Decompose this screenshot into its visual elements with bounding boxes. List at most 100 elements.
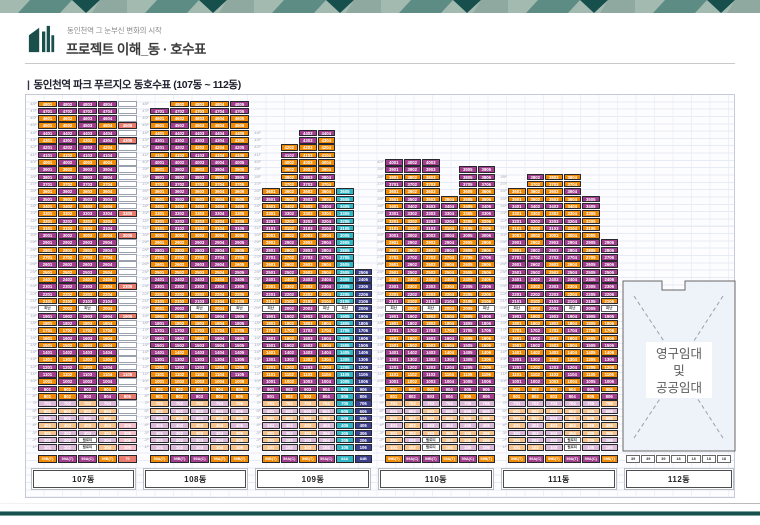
floor-row: 24F 2401 2402 2403 2404 2405 2406 <box>376 276 496 283</box>
special-cell: 피난 <box>385 305 403 312</box>
unit-cell: 1406 <box>354 349 372 356</box>
unit-cell: 2304 <box>563 283 581 290</box>
unit-cell: 402 <box>403 422 421 429</box>
unit-cell: 2604 <box>210 261 229 268</box>
unit-cell: 3901 <box>385 166 403 173</box>
unit-cell: 502 <box>170 414 189 422</box>
unit-cell: 1506 <box>354 341 372 349</box>
floor-row: 39F 3902 3903 3904 <box>253 166 373 173</box>
unit-cell: 2102 <box>526 297 544 305</box>
unit-cell: 3204 <box>317 217 335 225</box>
floor-row: 4F 401 402 403 404 405 406 <box>499 422 619 429</box>
floor-label: 30F <box>500 232 507 238</box>
unit-cell: 501 <box>38 414 57 422</box>
unit-type-cell: 59B(T) <box>477 454 495 463</box>
unit-cell: 1102 <box>170 371 189 378</box>
floor-row: 37F 3701 3702 3703 3704 3705 <box>141 180 250 188</box>
unit-cell: 604 <box>98 407 117 415</box>
unit-cell: 3702 <box>526 180 544 188</box>
unit-cell: 3803 <box>299 173 317 181</box>
unit-cell: 3101 <box>262 224 280 232</box>
floor-row: 21F 2101 2102 2103 2104 2105 2106 <box>253 297 373 305</box>
unit-type-cell: 39 <box>641 454 656 463</box>
unit-cell: 2503 <box>299 268 317 276</box>
unit-cell: 301 <box>508 429 526 437</box>
unit-cell: 106 <box>477 444 495 451</box>
floor-row: 18F 1801 1802 1803 1804 1805 1806 <box>376 319 496 327</box>
unit-cell: 3103 <box>78 224 97 232</box>
unit-cell: 2805 <box>230 246 249 254</box>
unit-cell: 2904 <box>440 239 458 246</box>
unit-cell: 4004 <box>98 159 117 166</box>
unit-cell: 806 <box>354 393 372 400</box>
floor-label: 7F <box>32 400 37 406</box>
unit-cell: 2904 <box>317 239 335 246</box>
unit-cell: 3401 <box>385 202 403 210</box>
unit-cell: 902 <box>280 385 298 393</box>
unit-cell: 1802 <box>58 319 77 327</box>
unit-cell: 3704 <box>563 180 581 188</box>
unit-cell: 2205 <box>336 290 354 298</box>
unit-cell: 2103 <box>190 297 209 305</box>
floor-row: 42F 4201 4202 4203 4204 <box>29 144 138 151</box>
floor-label: 13F <box>254 356 261 362</box>
floor-label: 1F <box>144 444 149 450</box>
unit-cell: 903 <box>78 385 97 393</box>
unit-cell: 2702 <box>403 254 421 261</box>
unit-cell: 105 <box>118 444 137 451</box>
unit-cell: 502 <box>403 414 421 422</box>
floor-row: 27F 2701 2702 2703 2704 2705 2706 <box>499 254 619 261</box>
floor-row: 21F 2101 2102 2103 2104 <box>29 297 138 305</box>
floor-row: 34F 3401 3402 3403 3404 3405 <box>499 202 619 210</box>
floor-label: 24F <box>500 276 507 281</box>
floor-label: 11F <box>377 371 384 377</box>
floor-row: 31F 3101 3102 3103 3104 3105 3106 <box>376 224 496 232</box>
floor-row: 36F 3601 3602 3603 3605 3606 <box>376 188 496 195</box>
unit-cell: 2604 <box>98 261 117 268</box>
unit-cell: 1801 <box>38 319 57 327</box>
unit-cell <box>118 407 137 415</box>
floor-label: 27F <box>254 254 261 260</box>
unit-cell: 1403 <box>78 349 97 356</box>
unit-cell: 2304 <box>210 283 229 290</box>
unit-cell: 1601 <box>150 334 169 342</box>
unit-cell: 1102 <box>526 371 544 378</box>
unit-cell: 2502 <box>58 268 77 276</box>
unit-cell: 4004 <box>317 159 335 166</box>
special-cell: 피난 <box>262 305 280 312</box>
unit-cell: 3203 <box>299 217 317 225</box>
unit-cell: 2605 <box>230 261 249 268</box>
unit-cell: 1501 <box>508 341 526 349</box>
unit-cell: 3501 <box>262 195 280 203</box>
unit-cell: 3804 <box>98 173 117 181</box>
unit-cell: 2103 <box>299 297 317 305</box>
unit-cell: 1304 <box>317 356 335 363</box>
unit-cell: 3604 <box>563 188 581 195</box>
floor-row: 26F 2601 2602 2603 2604 2605 <box>141 261 250 268</box>
unit-cell: 3803 <box>78 173 97 181</box>
floor-row: 48F 4802 4803 4804 4805 <box>141 100 250 108</box>
unit-type-cell: 59A(C) <box>459 454 477 463</box>
unit-cell: 2303 <box>545 283 563 290</box>
special-cell: 필로티 <box>563 444 581 451</box>
unit-cell: 3403 <box>78 202 97 210</box>
unit-type-cell: 59A(T) <box>150 454 169 463</box>
unit-cell: 301 <box>262 429 280 437</box>
unit-cell: 1602 <box>403 334 421 342</box>
unit-cell: 3706 <box>477 180 495 188</box>
unit-cell: 1004 <box>210 378 229 385</box>
floor-row: 23F 2301 2302 2303 2304 2305 2306 <box>499 283 619 290</box>
unit-cell: 1904 <box>210 312 229 320</box>
unit-cell: 404 <box>210 422 229 429</box>
unit-cell: 2702 <box>58 254 77 261</box>
floor-row: 30F 3001 3002 3003 3004 3005 <box>499 232 619 239</box>
unit-cell: 2801 <box>385 246 403 254</box>
floor-label: 35F <box>377 195 384 201</box>
floor-label: 3F <box>256 429 261 435</box>
floor-row: 36F 3601 3602 3603 3604 <box>499 188 619 195</box>
floor-row: 1F 101 102 필로티 104 105 <box>29 444 138 451</box>
floor-row: 14F 1401 1402 1403 1404 <box>29 349 138 356</box>
unit-cell: 2402 <box>280 276 298 283</box>
unit-cell: 606 <box>477 407 495 415</box>
floor-label: 1F <box>256 444 261 450</box>
